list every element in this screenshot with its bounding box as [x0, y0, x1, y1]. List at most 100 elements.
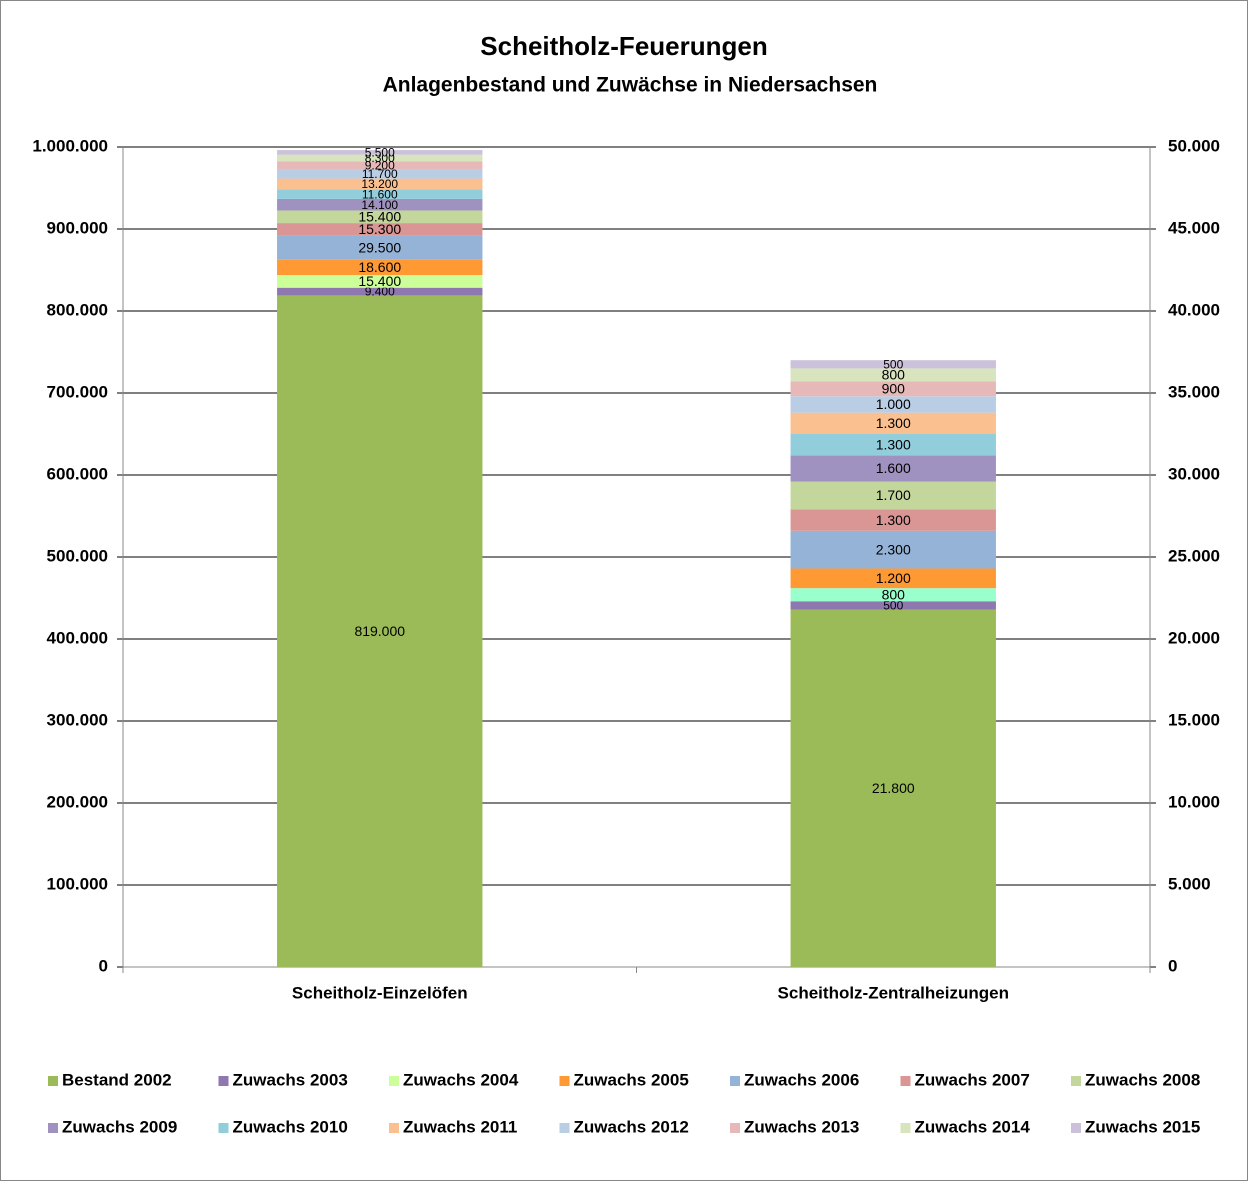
- y-tick-label: 200.000: [47, 792, 108, 811]
- data-label: 29.500: [358, 239, 401, 255]
- data-label: 15.400: [358, 208, 401, 224]
- legend-swatch: [900, 1123, 911, 1133]
- bar-segment: [790, 396, 996, 413]
- bar-segment: [277, 168, 483, 179]
- data-label: 2.300: [876, 541, 911, 557]
- data-label: 9.400: [365, 285, 395, 299]
- x-tick-label: Scheitholz-Einzelöfen: [292, 983, 468, 1002]
- y-tick-label: 300.000: [47, 710, 108, 729]
- legend-label: Zuwachs 2014: [915, 1117, 1031, 1136]
- bar-segment: [790, 530, 996, 569]
- bar-segment: [790, 601, 996, 610]
- y-tick-label: 1.000.000: [32, 136, 108, 155]
- data-label: 1.700: [876, 487, 911, 503]
- data-label: 8.300: [365, 151, 395, 165]
- legend-swatch: [48, 1123, 58, 1133]
- data-label: 800: [882, 586, 906, 602]
- y2-tick-label: 0: [1168, 956, 1177, 975]
- y2-tick-label: 35.000: [1168, 382, 1220, 401]
- data-label: 14.100: [361, 198, 398, 212]
- bar-segment: [277, 189, 483, 199]
- legend-swatch: [218, 1076, 229, 1086]
- bar-segment: [277, 150, 483, 155]
- bar-segment: [790, 481, 996, 510]
- legend-label: Zuwachs 2009: [62, 1117, 177, 1136]
- y2-tick-label: 45.000: [1168, 218, 1220, 237]
- data-label: 1.300: [876, 512, 911, 528]
- legend-label: Zuwachs 2012: [574, 1117, 689, 1136]
- data-label: 1.600: [876, 460, 911, 476]
- y2-tick-label: 5.000: [1168, 874, 1211, 893]
- bar-segment: [790, 588, 996, 602]
- data-label: 13.200: [361, 177, 398, 191]
- bar-segment: [790, 412, 996, 434]
- chart-title: Scheitholz-Feuerungen: [480, 31, 767, 61]
- bar-segment: [790, 568, 996, 589]
- data-label: 1.200: [876, 570, 911, 586]
- legend-swatch: [730, 1076, 740, 1086]
- bar-segment: [790, 368, 996, 382]
- data-label: 5.500: [365, 146, 395, 160]
- y2-tick-label: 25.000: [1168, 546, 1220, 565]
- legend-swatch: [559, 1123, 570, 1133]
- y-tick-label: 900.000: [47, 218, 108, 237]
- bar-segment: [277, 178, 483, 190]
- bar-segment: [277, 198, 483, 211]
- legend-swatch: [218, 1123, 229, 1133]
- legend-swatch: [559, 1076, 570, 1086]
- data-label: 1.300: [876, 436, 911, 452]
- y-tick-label: 500.000: [47, 546, 108, 565]
- legend-label: Zuwachs 2008: [1085, 1070, 1200, 1089]
- bar-segment: [277, 161, 483, 169]
- y-tick-label: 800.000: [47, 300, 108, 319]
- x-tick-label: Scheitholz-Zentralheizungen: [778, 983, 1009, 1002]
- data-label: 21.800: [872, 780, 915, 796]
- bar-segment: [277, 235, 483, 260]
- data-label: 15.300: [358, 221, 401, 237]
- legend-swatch: [900, 1076, 911, 1086]
- legend-label: Zuwachs 2013: [744, 1117, 859, 1136]
- y2-tick-label: 40.000: [1168, 300, 1220, 319]
- bar-segment: [790, 360, 996, 369]
- data-label: 900: [882, 381, 906, 397]
- data-label: 500: [883, 357, 903, 371]
- bar-segment: [277, 223, 483, 236]
- legend-swatch: [1071, 1076, 1081, 1086]
- data-label: 18.600: [358, 259, 401, 275]
- legend-swatch: [389, 1076, 399, 1086]
- legend-swatch: [389, 1123, 399, 1133]
- legend-label: Bestand 2002: [62, 1070, 172, 1089]
- legend-label: Zuwachs 2011: [403, 1117, 517, 1136]
- bar-segment: [790, 381, 996, 397]
- legend-label: Zuwachs 2015: [1085, 1117, 1200, 1136]
- legend-label: Zuwachs 2004: [403, 1070, 519, 1089]
- y-tick-label: 400.000: [47, 628, 108, 647]
- legend-swatch: [48, 1076, 58, 1086]
- legend-label: Zuwachs 2003: [233, 1070, 348, 1089]
- bar-segment: [277, 287, 483, 296]
- y2-tick-label: 15.000: [1168, 710, 1220, 729]
- data-label: 500: [883, 599, 903, 613]
- data-label: 11.700: [362, 167, 398, 181]
- bar-segment: [790, 434, 996, 456]
- bar-segment: [277, 259, 483, 276]
- bar-segment: [790, 609, 996, 967]
- data-label: 9.200: [365, 158, 395, 172]
- data-label: 15.400: [358, 273, 401, 289]
- bar-segment: [277, 275, 483, 288]
- y-tick-label: 0: [99, 956, 108, 975]
- legend-label: Zuwachs 2007: [915, 1070, 1030, 1089]
- y2-tick-label: 50.000: [1168, 136, 1220, 155]
- y-tick-label: 700.000: [47, 382, 108, 401]
- legend-label: Zuwachs 2005: [574, 1070, 689, 1089]
- bar-segment: [790, 455, 996, 482]
- y2-tick-label: 20.000: [1168, 628, 1220, 647]
- data-label: 819.000: [354, 623, 405, 639]
- data-label: 1.300: [876, 415, 911, 431]
- legend-label: Zuwachs 2006: [744, 1070, 859, 1089]
- legend-swatch: [1071, 1123, 1081, 1133]
- data-label: 11.600: [362, 187, 398, 201]
- y2-tick-label: 10.000: [1168, 792, 1220, 811]
- legend-label: Zuwachs 2010: [233, 1117, 348, 1136]
